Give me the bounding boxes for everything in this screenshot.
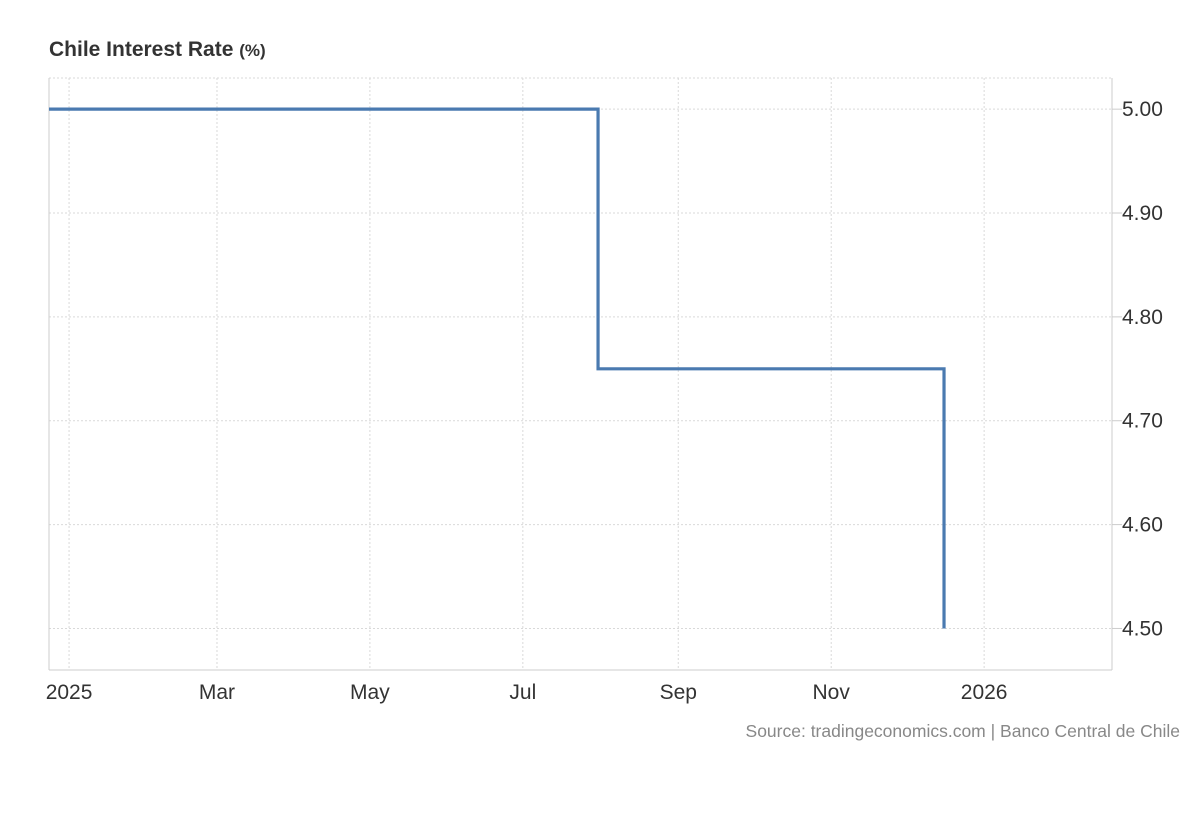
x-tick-label: Nov xyxy=(813,681,851,704)
chart-axes xyxy=(48,78,1122,671)
x-axis-ticks: 2025 Mar May Jul Sep Nov 2026 xyxy=(46,681,1008,704)
y-tick-label: 4.80 xyxy=(1122,306,1163,329)
x-tick-label: Sep xyxy=(660,681,697,704)
x-tick-label: 2026 xyxy=(961,681,1008,704)
y-tick-label: 4.50 xyxy=(1122,617,1163,640)
x-tick-label: Jul xyxy=(509,681,536,704)
y-tick-label: 5.00 xyxy=(1122,98,1163,121)
chart-title-text: Chile Interest Rate xyxy=(49,38,234,61)
chart-grid xyxy=(49,77,1112,670)
chart-title-unit: (%) xyxy=(239,41,266,60)
source-note: Source: tradingeconomics.com | Banco Cen… xyxy=(745,721,1180,741)
y-tick-label: 4.90 xyxy=(1122,202,1163,225)
y-tick-label: 4.70 xyxy=(1122,410,1163,433)
series-line xyxy=(49,107,946,629)
y-axis-ticks: 5.00 4.90 4.80 4.70 4.60 4.50 xyxy=(1122,98,1163,640)
x-tick-label: 2025 xyxy=(46,681,93,704)
chart-series xyxy=(49,107,946,629)
x-tick-label: May xyxy=(350,681,390,704)
y-tick-label: 4.60 xyxy=(1122,514,1163,537)
chart-title: Chile Interest Rate (%) xyxy=(49,38,266,62)
x-tick-label: Mar xyxy=(199,681,235,704)
